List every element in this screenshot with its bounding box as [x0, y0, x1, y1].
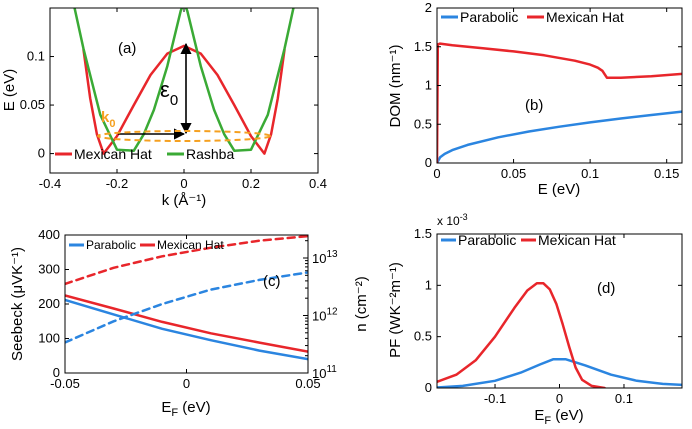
series-line-rashba	[73, 8, 295, 152]
panel-a: -0.4 -0.2 0 0.2 0.4 0 0.05 0.1 (a) ε0 k0 Mexica…	[1, 7, 327, 209]
y-tick-label: 1.5	[414, 39, 432, 54]
y-tick-label: 0.5	[414, 116, 432, 131]
x-tick-label: 0	[183, 376, 190, 391]
panel-b-legend: Parabolic Mexican Hat	[441, 9, 624, 25]
panel-c-label: (c)	[263, 273, 281, 290]
series-line-parabolic	[437, 358, 682, 388]
panel-d-multiplier: x 10-3	[437, 212, 468, 228]
y-tick-label: 0.05	[20, 97, 45, 112]
x-tick-label: -0.1	[484, 391, 506, 406]
y-right-tick-label: 1012	[312, 307, 338, 324]
series-line-mexican-hat-n	[65, 235, 308, 286]
panel-c-legend: Parabolic Mexican Hat	[69, 238, 224, 252]
panel-a-ylabel: E (eV)	[1, 69, 18, 112]
y-right-tick-label: 1011	[312, 364, 337, 381]
panel-d: -0.1 0 0.1 0 0.5 1 1.5 x 10-3 (d) Parabolic Me…	[387, 212, 683, 427]
panel-a-plot	[73, 8, 295, 155]
panel-b-label: (b)	[525, 97, 543, 114]
fermi-ring	[97, 130, 271, 142]
x-tick-label: -0.4	[39, 176, 61, 191]
panel-a-label: (a)	[118, 40, 136, 57]
legend-label-mexican-hat: Mexican Hat	[546, 9, 624, 25]
y-tick-label: 0.5	[414, 329, 432, 344]
y-tick-label: 0	[425, 155, 432, 170]
panel-b: 0 0.05 0.1 0.15 0 0.5 1 1.5 2 (b) Parabolic Mexi…	[387, 0, 683, 198]
panel-d-plot	[437, 282, 682, 388]
panel-b-frame	[436, 7, 683, 164]
epsilon-annotation: ε0	[160, 77, 178, 109]
x-tick-label: 0.2	[242, 176, 260, 191]
panel-d-legend: Parabolic Mexican Hat	[441, 232, 616, 248]
panel-d-ylabel: PF (WK⁻²m⁻¹)	[387, 262, 404, 358]
panel-c-xlabel: EF (eV)	[161, 399, 210, 419]
y-tick-label: 2	[425, 0, 432, 15]
series-line-mexican-hat	[65, 294, 308, 353]
y-tick-label: 0	[425, 380, 432, 395]
panel-d-label: (d)	[597, 280, 615, 297]
y-tick-label: 0	[38, 146, 45, 161]
x-tick-label: 0.1	[581, 166, 599, 181]
y-right-tick-label: 1013	[312, 249, 338, 266]
panel-a-frame	[49, 7, 319, 174]
panel-d-frame	[436, 233, 683, 389]
legend-label-parabolic: Parabolic	[86, 238, 136, 252]
panel-b-ylabel: DOM (nm⁻¹)	[387, 45, 404, 128]
legend-label-parabolic: Parabolic	[458, 232, 516, 248]
legend-label-parabolic: Parabolic	[460, 9, 518, 25]
x-tick-label: -0.2	[106, 176, 128, 191]
series-line-mexican-hat	[437, 282, 606, 388]
y-tick-label: 100	[38, 331, 60, 346]
panel-a-xlabel: k (Å⁻¹)	[162, 192, 207, 209]
panel-b-xlabel: E (eV)	[538, 181, 581, 198]
legend-label-rashba: Rashba	[186, 146, 234, 162]
x-tick-label: 0	[433, 166, 440, 181]
series-line-parabolic	[65, 298, 308, 361]
y-tick-label: 1	[425, 78, 432, 93]
y-tick-label: 300	[38, 262, 60, 277]
panel-c-frame	[64, 234, 309, 374]
x-tick-label: 0	[180, 176, 187, 191]
x-tick-label: 0.1	[615, 391, 633, 406]
y-tick-label: 400	[38, 227, 60, 242]
legend-label-mexican-hat: Mexican Hat	[157, 238, 224, 252]
series-line-mexican-hat	[437, 42, 682, 163]
x-tick-label: 0.05	[295, 376, 320, 391]
k0-annotation: k0	[101, 109, 115, 130]
legend-label-mexican-hat: Mexican Hat	[538, 232, 616, 248]
x-tick-label: -0.05	[50, 376, 80, 391]
panel-d-ticks: -0.1 0 0.1 0 0.5 1 1.5	[414, 226, 682, 406]
legend-label-mexican-hat: Mexican Hat	[74, 146, 152, 162]
series-line-mexican-hat	[82, 44, 286, 155]
panel-c-ylabel-right: n (cm⁻²)	[353, 276, 370, 331]
y-tick-label: 1.5	[414, 226, 432, 241]
panel-b-plot	[437, 42, 682, 163]
panel-a-ticks: -0.4 -0.2 0 0.2 0.4 0 0.05 0.1	[20, 8, 327, 191]
y-tick-label: 0.1	[27, 49, 45, 64]
x-tick-label: 0.4	[309, 176, 327, 191]
x-tick-label: 0	[556, 391, 563, 406]
panel-b-ticks: 0 0.05 0.1 0.15 0 0.5 1 1.5 2	[414, 0, 682, 181]
panel-c-plot	[65, 235, 308, 361]
panel-a-legend: Mexican Hat Rashba	[55, 146, 234, 162]
y-tick-label: 200	[38, 296, 60, 311]
panel-d-xlabel: EF (eV)	[534, 407, 583, 427]
series-line-parabolic	[437, 110, 682, 163]
x-tick-label: 0.15	[654, 166, 679, 181]
panel-c-ylabel: Seebeck (μVK⁻¹)	[9, 247, 26, 361]
x-tick-label: 0.05	[501, 166, 526, 181]
y-tick-label: 1	[425, 277, 432, 292]
series-line-parabolic-n	[65, 271, 308, 344]
y-tick-label: 0	[53, 365, 60, 380]
